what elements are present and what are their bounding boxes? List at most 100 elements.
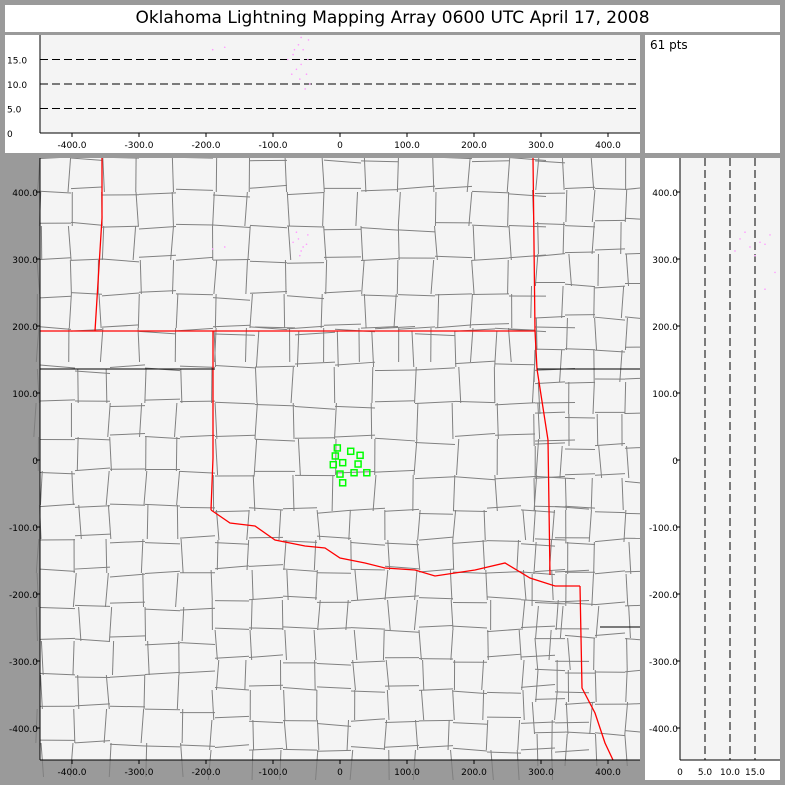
- county-border: [494, 327, 536, 331]
- county-border: [520, 571, 556, 576]
- county-border: [486, 653, 522, 658]
- county-border: [534, 253, 539, 287]
- county-border: [508, 225, 547, 228]
- county-border: [249, 184, 288, 189]
- county-border: [533, 477, 536, 511]
- county-border: [212, 224, 251, 228]
- y-tick-label: -100.0: [9, 524, 38, 534]
- county-border: [360, 227, 399, 231]
- county-border: [594, 669, 597, 703]
- county-border: [590, 477, 593, 511]
- county-border: [393, 293, 397, 329]
- county-border: [397, 191, 401, 227]
- county-border: [566, 317, 568, 351]
- county-border: [171, 158, 174, 193]
- county-border: [596, 413, 599, 447]
- county-border: [396, 259, 399, 295]
- county-border: [386, 689, 390, 721]
- lma-station: [336, 470, 344, 478]
- county-border: [397, 326, 436, 330]
- county-border: [39, 672, 76, 676]
- county-border: [282, 595, 318, 599]
- county-border: [254, 365, 296, 368]
- county-border: [248, 507, 284, 511]
- county-border: [246, 539, 250, 571]
- county-border: [451, 402, 454, 440]
- county-border: [385, 659, 390, 691]
- x-tick-label: 100.0: [394, 141, 420, 151]
- county-border: [109, 635, 146, 638]
- county-border: [471, 224, 510, 228]
- county-border: [593, 637, 595, 671]
- county-border: [215, 509, 220, 541]
- county-border: [248, 654, 284, 659]
- county-border: [562, 221, 565, 255]
- county-border: [70, 186, 103, 190]
- county-border: [99, 327, 104, 363]
- county-border: [594, 187, 626, 190]
- lightning-source: [744, 231, 746, 233]
- county-border: [109, 364, 146, 368]
- county-border: [417, 509, 421, 541]
- y-tick-label: 300.0: [12, 256, 38, 266]
- county-border: [175, 572, 179, 608]
- county-border: [625, 669, 628, 703]
- county-border: [384, 565, 420, 570]
- county-border: [39, 257, 72, 261]
- lightning-source: [307, 58, 309, 61]
- county-border: [350, 746, 386, 750]
- county-border: [294, 331, 336, 336]
- county-border: [315, 749, 319, 780]
- county-border: [283, 689, 286, 721]
- y-tick-label: -200.0: [9, 591, 38, 601]
- county-border: [77, 674, 80, 710]
- county-border: [360, 294, 399, 297]
- county-border: [472, 225, 476, 261]
- county-border: [35, 538, 40, 574]
- county-border: [363, 293, 367, 329]
- county-border: [384, 595, 420, 599]
- x-tick-label: 10.0: [720, 768, 740, 778]
- county-border: [534, 668, 566, 672]
- county-border: [508, 158, 547, 161]
- lma-station: [331, 452, 340, 460]
- county-border: [594, 601, 626, 606]
- lightning-source: [211, 248, 214, 250]
- county-border: [454, 400, 496, 404]
- county-border: [355, 191, 359, 227]
- county-border: [39, 399, 76, 402]
- county-border: [534, 698, 566, 700]
- county-border: [179, 535, 216, 539]
- county-border: [74, 505, 111, 508]
- county-border: [384, 542, 420, 546]
- county-border: [313, 539, 317, 571]
- y-tick-label: -300.0: [649, 658, 678, 668]
- x-tick-label: 300.0: [528, 768, 554, 778]
- county-border: [283, 293, 286, 329]
- county-border: [214, 434, 256, 437]
- county-border: [434, 255, 473, 259]
- county-border: [334, 361, 376, 366]
- county-border: [494, 330, 498, 368]
- county-border: [591, 573, 594, 607]
- county-border: [624, 189, 628, 223]
- county-border: [564, 733, 568, 767]
- county-border: [181, 708, 184, 744]
- county-border: [521, 659, 525, 691]
- county-border: [624, 187, 640, 190]
- x-tick-label: -400.0: [57, 768, 86, 778]
- county-border: [316, 686, 352, 689]
- county-border: [325, 259, 328, 295]
- county-border: [516, 539, 520, 571]
- county-border: [282, 748, 318, 751]
- lma-station: [338, 458, 347, 467]
- county-border: [138, 225, 177, 230]
- county-border: [36, 368, 40, 404]
- county-border: [469, 327, 474, 363]
- county-border: [624, 604, 640, 607]
- county-border: [383, 719, 388, 751]
- county-border: [74, 437, 111, 441]
- county-border: [534, 253, 566, 257]
- county-border: [482, 539, 486, 571]
- y-tick-label: -400.0: [649, 725, 678, 735]
